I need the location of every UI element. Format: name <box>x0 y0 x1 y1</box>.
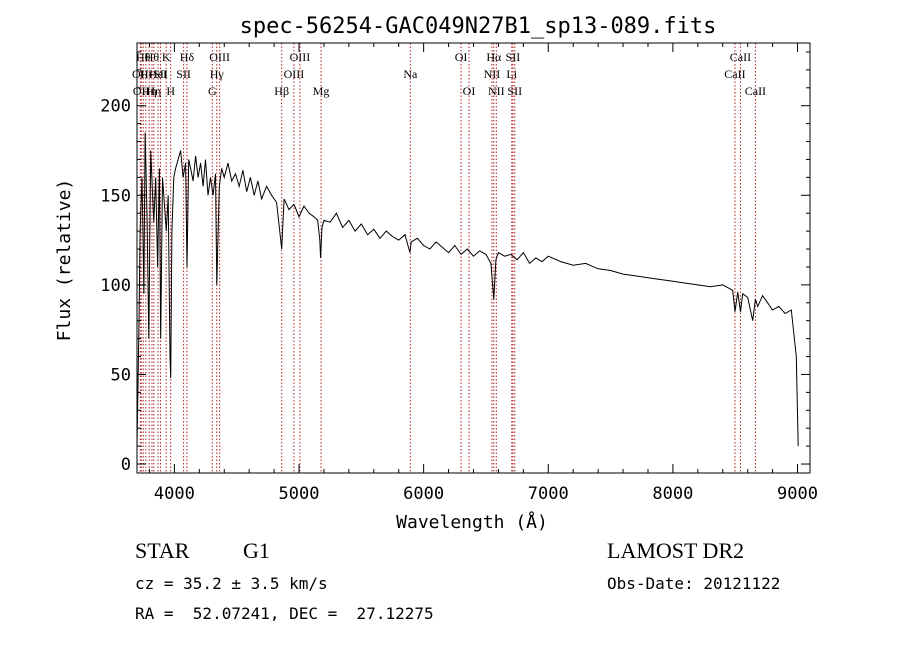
line-marker-label: Hη <box>142 84 157 98</box>
line-marker-label: OI <box>463 84 476 98</box>
line-marker-label: NII <box>488 84 505 98</box>
line-marker-label: OIII <box>284 67 305 81</box>
line-marker-label: Hγ <box>210 67 225 81</box>
line-marker-label: Hθ <box>145 50 160 64</box>
line-marker-label: Hη <box>146 84 161 98</box>
x-tick-label: 8000 <box>652 484 693 504</box>
x-tick-label: 4000 <box>154 484 195 504</box>
subclass-label: G1 <box>243 538 270 563</box>
line-marker-label: CaII <box>745 84 766 98</box>
x-tick-label: 7000 <box>528 484 569 504</box>
line-marker-label: Li <box>506 67 517 81</box>
line-marker-label: OIII <box>209 50 230 64</box>
y-tick-label: 150 <box>100 186 131 206</box>
line-marker-label: H <box>166 84 175 98</box>
y-tick-label: 0 <box>121 455 131 475</box>
obs-date: Obs-Date: 20121122 <box>607 574 781 593</box>
line-marker-label: OIII <box>290 50 311 64</box>
line-marker-label: Mg <box>313 84 330 98</box>
line-marker-label: SII <box>153 67 168 81</box>
radec-value: RA = 52.07241, DEC = 27.12275 <box>135 604 434 623</box>
line-marker-label: HeI <box>149 67 167 81</box>
spectrum-line <box>136 132 799 447</box>
line-marker-label: Hβ <box>274 84 289 98</box>
line-marker-label: Na <box>403 67 418 81</box>
survey-label: LAMOST DR2 <box>607 538 745 563</box>
x-axis-ticks: 4000 5000 6000 7000 8000 9000 <box>148 43 818 504</box>
x-tick-label: 5000 <box>279 484 320 504</box>
line-marker-label: Hδ <box>180 50 195 64</box>
line-marker-label: SII <box>176 67 191 81</box>
class-label: STAR <box>135 538 190 563</box>
y-tick-label: 200 <box>100 97 131 117</box>
line-marker-label: OII <box>132 67 149 81</box>
line-marker-label: SII <box>506 50 521 64</box>
line-marker-label: Hθ <box>136 50 151 64</box>
plot-frame <box>136 42 811 474</box>
line-marker-label: CaII <box>730 50 751 64</box>
chart-title: spec-56254-GAC049N27B1_sp13-089.fits <box>240 14 717 39</box>
y-axis-ticks: 0 50 100 150 200 <box>100 51 810 475</box>
y-tick-label: 50 <box>111 365 131 385</box>
line-markers <box>139 43 756 473</box>
x-tick-label: 9000 <box>777 484 818 504</box>
x-tick-label: 6000 <box>403 484 444 504</box>
y-axis-label: Flux (relative) <box>54 179 75 342</box>
cz-value: cz = 35.2 ± 3.5 km/s <box>135 574 328 593</box>
line-marker-label: G <box>208 84 217 98</box>
line-marker-label: Hι <box>140 67 153 81</box>
line-marker-labels: OIIOIIHθHιHηHθHηHeISIIKHHδSIIGHγOIIIHβOI… <box>132 50 766 98</box>
line-marker-label: CaII <box>724 67 745 81</box>
line-marker-label: NII <box>484 67 501 81</box>
line-marker-label: OI <box>455 50 468 64</box>
line-marker-label: SII <box>507 84 522 98</box>
spectrum-chart: spec-56254-GAC049N27B1_sp13-089.fits OII… <box>54 14 818 533</box>
line-marker-label: K <box>162 50 171 64</box>
line-marker-label: Hα <box>486 50 502 64</box>
x-axis-label: Wavelength (Å) <box>396 511 548 533</box>
y-tick-label: 100 <box>100 276 131 296</box>
